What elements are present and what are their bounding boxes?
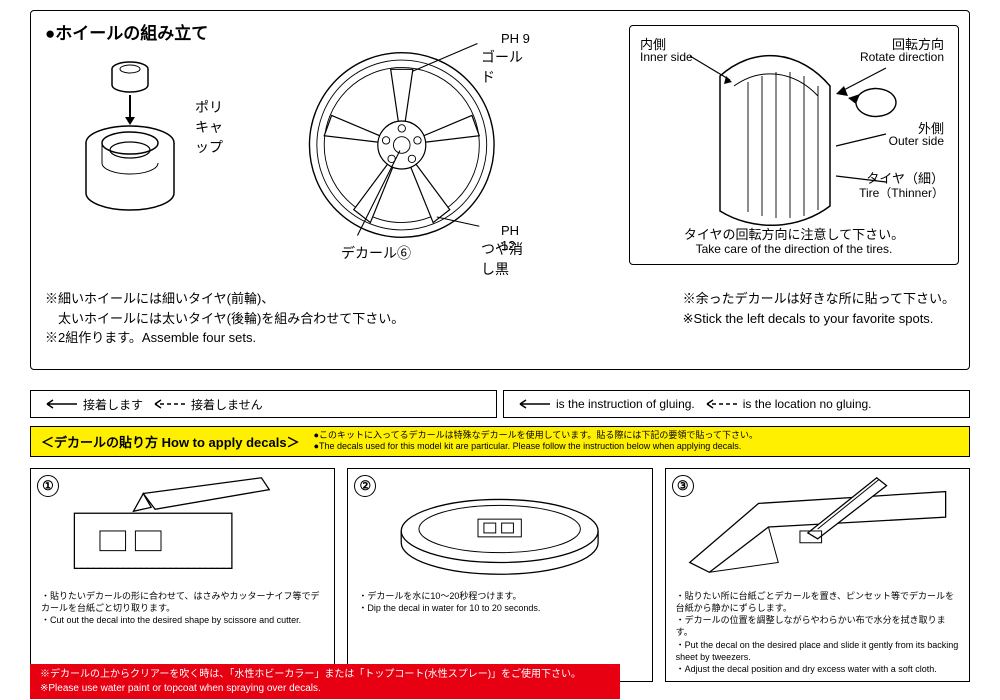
step-1: ① ・貼りたいデカールの形に合わせて、はさみやカッターナイフ等でデカールを台紙ご…	[30, 468, 335, 682]
tweezers-icon	[670, 473, 965, 583]
ph9-code: PH 9	[501, 31, 530, 46]
glue-legend: 接着します 接着しません is the instruction of gluin…	[30, 390, 970, 418]
tire-note-en: Take care of the direction of the tires.	[630, 242, 958, 256]
step-text: ・貼りたいデカールの形に合わせて、はさみやカッターナイフ等でデカールを台紙ごと切…	[35, 588, 330, 628]
decal-steps: ① ・貼りたいデカールの形に合わせて、はさみやカッターナイフ等でデカールを台紙ご…	[30, 468, 970, 682]
step-num: ③	[672, 475, 694, 497]
glue-solid-jp: 接着します	[83, 396, 143, 413]
step-3: ③ ・貼りたい所に台紙ごとデカールを置き、ピンセット等でデカールを台紙から静かに…	[665, 468, 970, 682]
ph12-name: つや消し黒	[481, 239, 531, 279]
ph9-name: ゴールド	[481, 47, 531, 87]
decal-header: ＜デカールの貼り方 How to apply decals＞ ●このキットに入っ…	[30, 426, 970, 457]
notes-right: ※余ったデカールは好きな所に貼って下さい。 ※Stick the left de…	[683, 289, 955, 348]
glue-solid-en: is the instruction of gluing.	[556, 397, 695, 411]
step-num: ①	[37, 475, 59, 497]
step-text: ・貼りたい所に台紙ごとデカールを置き、ピンセット等でデカールを台紙から静かにずら…	[670, 588, 965, 677]
notes-left: ※細いホイールには細いタイヤ(前輪)、 太いホイールには太いタイヤ(後輪)を組み…	[45, 289, 404, 348]
water-dish-icon	[352, 473, 647, 583]
note-left-2: 太いホイールには太いタイヤ(後輪)を組み合わせて下さい。	[45, 309, 404, 329]
glue-dash-jp: 接着しません	[191, 396, 263, 413]
note-right-1: ※余ったデカールは好きな所に貼って下さい。	[683, 289, 955, 309]
decal-title: ＜デカールの貼り方 How to apply decals＞	[41, 432, 300, 451]
outer-en: Outer side	[889, 134, 944, 148]
panel-title: ●ホイールの組み立て	[45, 19, 208, 44]
glue-dash-en: is the location no gluing.	[743, 397, 872, 411]
step2-jp: ・デカールを水に10～20秒程つけます。	[358, 590, 641, 602]
step2-en: ・Dip the decal in water for 10 to 20 sec…	[358, 602, 641, 614]
warn-jp: ※デカールの上からクリアーを吹く時は、「水性ホビーカラー」または「トップコート(…	[40, 668, 610, 682]
note-left-1: ※細いホイールには細いタイヤ(前輪)、	[45, 289, 404, 309]
decal-label: デカール⑥	[341, 243, 411, 263]
notes-row: ※細いホイールには細いタイヤ(前輪)、 太いホイールには太いタイヤ(後輪)を組み…	[45, 289, 955, 348]
step-2: ② ・デカールを水に10～20秒程つけます。 ・Dip the decal in…	[347, 468, 652, 682]
arrow-dash-icon	[701, 399, 737, 409]
arrow-solid-icon	[41, 399, 77, 409]
warn-en: ※Please use water paint or topcoat when …	[40, 682, 610, 696]
poly-cap-diagram: ポリキャップ	[75, 51, 225, 236]
yellow-sub-en: ●The decals used for this model kit are …	[314, 441, 758, 452]
wheel-diagram: PH 9 ゴールド PH 12 つや消し黒 デカール⑥	[291, 25, 531, 270]
step3-en2: ・Adjust the decal position and dry exces…	[676, 663, 959, 675]
tire-panel: 内側 Inner side 回転方向 Rotate direction 外側 O…	[629, 25, 959, 265]
rotate-en: Rotate direction	[860, 50, 944, 64]
glue-right: is the instruction of gluing. is the loc…	[503, 390, 970, 418]
glue-left: 接着します 接着しません	[30, 390, 497, 418]
cap-label: ポリキャップ	[195, 97, 225, 157]
decal-subtitle: ●このキットに入ってるデカールは特殊なデカールを使用しています。貼る際には下記の…	[314, 430, 758, 453]
step-text: ・デカールを水に10～20秒程つけます。 ・Dip the decal in w…	[352, 588, 647, 616]
note-right-2: ※Stick the left decals to your favorite …	[683, 309, 955, 329]
step3-en1: ・Put the decal on the desired place and …	[676, 639, 959, 663]
inner-en: Inner side	[640, 50, 693, 64]
step3-jp1: ・貼りたい所に台紙ごとデカールを置き、ピンセット等でデカールを台紙から静かにずら…	[676, 590, 959, 614]
arrow-dash-icon	[149, 399, 185, 409]
yellow-sub-jp: ●このキットに入ってるデカールは特殊なデカールを使用しています。貼る際には下記の…	[314, 430, 758, 441]
tire-note-jp: タイヤの回転方向に注意して下さい。	[630, 224, 958, 243]
step1-jp: ・貼りたいデカールの形に合わせて、はさみやカッターナイフ等でデカールを台紙ごと切…	[41, 590, 324, 614]
note-left-3: ※2組作ります。Assemble four sets.	[45, 328, 404, 348]
arrow-solid-icon	[514, 399, 550, 409]
cutter-icon	[35, 473, 330, 583]
assembly-panel: ●ホイールの組み立て ポリキャップ	[30, 10, 970, 370]
warning-bar: ※デカールの上からクリアーを吹く時は、「水性ホビーカラー」または「トップコート(…	[30, 664, 620, 699]
step3-jp2: ・デカールの位置を調整しながらやわらかい布で水分を拭き取ります。	[676, 614, 959, 638]
thin-en: Tire（Thinner）	[859, 184, 944, 201]
step1-en: ・Cut out the decal into the desired shap…	[41, 614, 324, 626]
